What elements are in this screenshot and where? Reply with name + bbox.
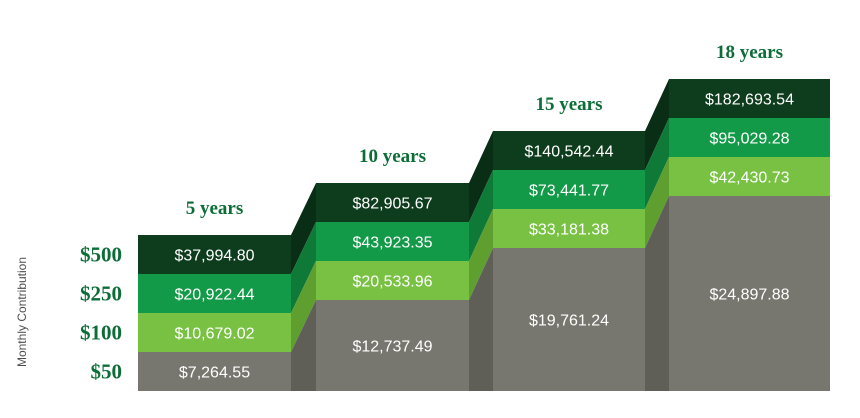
band-side-face xyxy=(469,248,493,391)
data-label: $20,922.44 xyxy=(174,287,254,304)
band-front-face xyxy=(316,300,469,391)
band-front-face xyxy=(493,131,645,170)
column-heading: 15 years xyxy=(535,94,602,115)
band-side-face xyxy=(645,118,669,209)
band-front-face xyxy=(138,352,291,391)
data-label: $20,533.96 xyxy=(352,274,432,291)
band-side-face xyxy=(291,300,316,391)
band-side-face xyxy=(469,131,493,222)
row-label: $250 xyxy=(80,282,122,306)
band-front-face xyxy=(316,183,469,222)
data-label: $73,441.77 xyxy=(529,183,609,200)
data-label: $24,897.88 xyxy=(709,287,789,304)
data-label: $10,679.02 xyxy=(174,326,254,343)
row-label: $500 xyxy=(80,243,122,267)
data-label: $12,737.49 xyxy=(352,339,432,356)
band-side-face xyxy=(291,261,316,352)
band-side-face xyxy=(469,170,493,261)
data-label: $95,029.28 xyxy=(709,131,789,148)
data-label: $7,264.55 xyxy=(179,365,250,382)
band-side-face xyxy=(645,79,669,170)
band-front-face xyxy=(493,209,645,248)
band-front-face xyxy=(669,79,830,118)
data-label: $42,430.73 xyxy=(709,170,789,187)
column-heading: 5 years xyxy=(186,198,244,219)
y-axis-label: Monthly Contribution xyxy=(15,256,29,368)
band-front-face xyxy=(493,170,645,209)
data-label: $33,181.38 xyxy=(529,222,609,239)
band-front-face xyxy=(669,118,830,157)
band-front-face xyxy=(669,157,830,196)
band-side-face xyxy=(645,157,669,248)
data-label: $43,923.35 xyxy=(352,235,432,252)
band-front-face xyxy=(493,248,645,391)
data-label: $82,905.67 xyxy=(352,196,432,213)
row-label: $50 xyxy=(91,360,123,384)
band-side-face xyxy=(291,222,316,313)
band-side-face xyxy=(469,209,493,300)
column-heading: 18 years xyxy=(716,42,783,63)
data-label: $19,761.24 xyxy=(529,313,609,330)
band-front-face xyxy=(316,261,469,300)
data-label: $140,542.44 xyxy=(525,144,614,161)
data-label: $182,693.54 xyxy=(705,92,794,109)
column-heading: 10 years xyxy=(359,146,426,167)
data-label: $37,994.80 xyxy=(174,248,254,265)
band-front-face xyxy=(138,313,291,352)
band-front-face xyxy=(138,235,291,274)
row-label: $100 xyxy=(80,321,122,345)
band-front-face xyxy=(669,196,830,391)
band-side-face xyxy=(645,196,669,391)
band-front-face xyxy=(138,274,291,313)
band-side-face xyxy=(291,183,316,274)
band-front-face xyxy=(316,222,469,261)
